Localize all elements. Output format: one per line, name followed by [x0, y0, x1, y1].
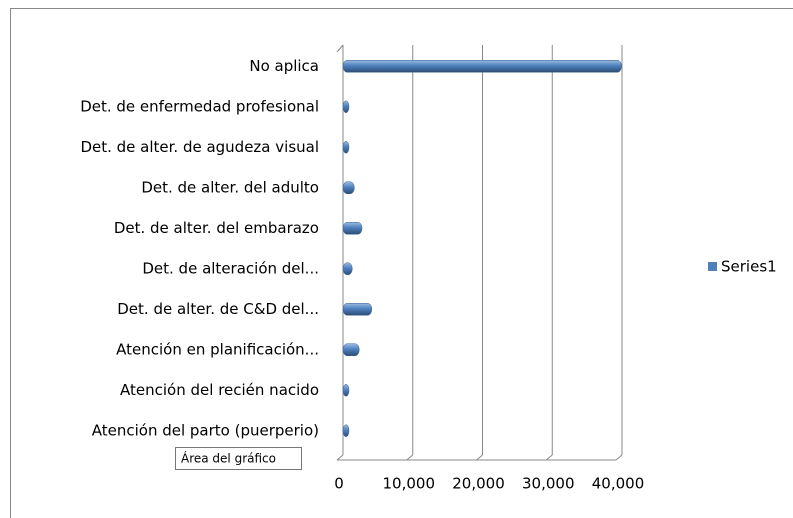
x-tick-label: 30,000: [522, 475, 575, 493]
grid-line: [336, 454, 344, 461]
tooltip-box: [175, 447, 302, 470]
y-tick-label: Det. de alter. del adulto: [141, 178, 319, 196]
bar: [342, 60, 622, 73]
x-tick-label: 40,000: [592, 475, 645, 493]
y-tick-label: Atención del recién nacido: [120, 381, 319, 399]
bar: [342, 262, 353, 275]
y-tick-label: Det. de alteración del...: [142, 259, 319, 277]
bar: [342, 303, 373, 316]
bar: [342, 343, 360, 356]
legend-swatch: [708, 262, 717, 271]
bar: [342, 424, 350, 437]
bar: [342, 384, 350, 397]
x-tick-label: 0: [334, 475, 344, 493]
grid-line: [476, 454, 483, 461]
y-tick-label: Det. de alter. de C&D del...: [117, 300, 319, 318]
bar: [342, 222, 363, 235]
bar: [342, 141, 350, 154]
bar: [342, 181, 355, 194]
y-tick-label: Det. de enfermedad profesional: [80, 97, 319, 115]
y-tick-label: Det. de alter. de agudeza visual: [80, 138, 319, 156]
grid-line: [615, 454, 623, 461]
y-tick-label: Det. de alter. del embarazo: [114, 219, 319, 237]
y-tick-label: Atención en planificación...: [116, 340, 319, 358]
legend-label: Series1: [721, 258, 777, 276]
bar: [342, 100, 350, 113]
grid-line: [406, 454, 414, 461]
y-tick-label: Atención del parto (puerperio): [92, 421, 319, 439]
axis-wall: [336, 44, 344, 53]
chart-area[interactable]: [10, 8, 793, 518]
tooltip-text: Área del gráfico: [181, 451, 276, 466]
grid-line: [545, 454, 553, 461]
y-tick-label: No aplica: [249, 57, 319, 75]
x-tick-label: 10,000: [383, 475, 436, 493]
x-tick-label: 20,000: [452, 475, 505, 493]
